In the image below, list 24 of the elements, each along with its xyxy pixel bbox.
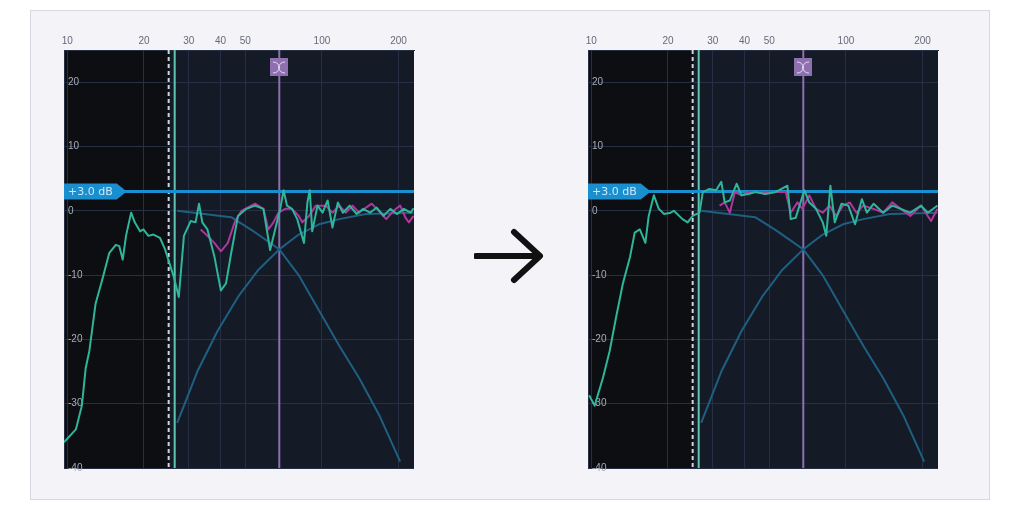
ref-line-label: +3.0 dB <box>592 185 637 199</box>
ref-line-label: +3.0 dB <box>68 185 113 199</box>
y-tick-label: 20 <box>68 75 80 87</box>
x-tick-label: 20 <box>138 34 150 46</box>
x-tick-label: 200 <box>914 34 932 46</box>
x-tick-label: 50 <box>763 34 776 46</box>
x-tick-label: 100 <box>313 34 331 46</box>
y-tick-label: -10 <box>592 268 607 280</box>
y-tick-label: 10 <box>68 140 80 152</box>
y-tick-label: -10 <box>68 268 83 280</box>
y-tick-label: 10 <box>592 140 604 152</box>
y-tick-label: -20 <box>68 333 83 345</box>
y-tick-label: 20 <box>592 75 604 87</box>
y-tick-label: -20 <box>592 333 607 345</box>
y-tick-label: 0 <box>592 204 598 216</box>
x-tick-label: 30 <box>707 34 719 46</box>
x-tick-label: 50 <box>239 34 252 46</box>
x-tick-label: 40 <box>739 34 751 46</box>
y-tick-label: 0 <box>68 204 74 216</box>
x-tick-label: 20 <box>662 34 674 46</box>
x-tick-label: 40 <box>215 34 227 46</box>
x-tick-label: 200 <box>390 34 408 46</box>
x-tick-label: 30 <box>183 34 195 46</box>
x-tick-label: 100 <box>837 34 855 46</box>
